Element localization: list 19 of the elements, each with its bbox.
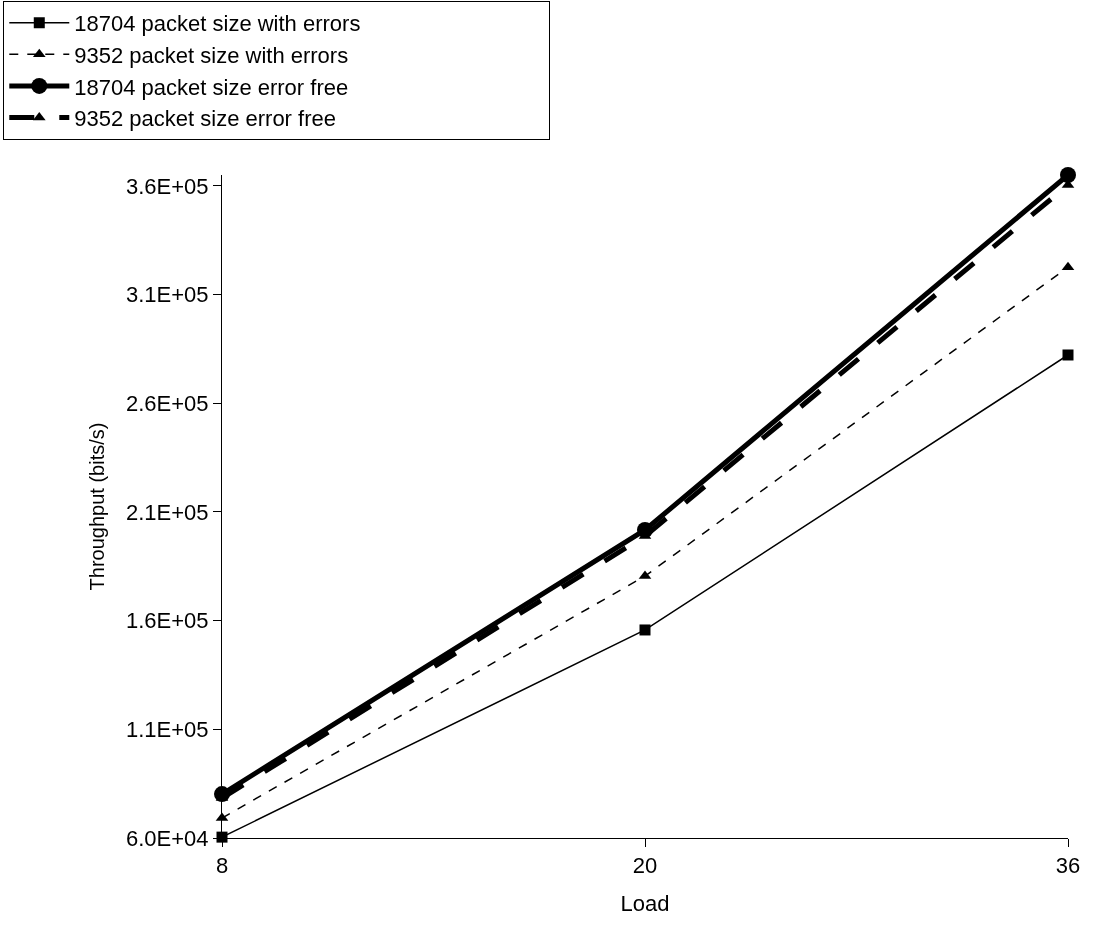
legend-label: 9352 packet size error free [74, 106, 336, 132]
y-tick-label: 3.1E+05 [126, 282, 209, 308]
legend-label: 18704 packet size error free [74, 74, 349, 100]
x-tick-label: 20 [632, 853, 658, 879]
x-axis-title: Load [620, 891, 670, 917]
point [1060, 167, 1076, 183]
x-tick-label: 36 [1055, 853, 1081, 879]
x-tick-label: 8 [215, 853, 229, 879]
y-tick-label: 6.0E+04 [126, 825, 209, 851]
y-axis-title: Throughput (bits/s) [85, 422, 108, 591]
point [1062, 349, 1074, 361]
legend-label: 18704 packet size with errors [74, 11, 361, 37]
legend-label: 9352 packet size with errors [74, 42, 349, 68]
y-tick-label: 2.1E+05 [126, 499, 209, 525]
y-tick-label: 1.6E+05 [126, 608, 209, 634]
y-tick-label: 3.6E+05 [126, 173, 209, 199]
y-tick-label: 1.1E+05 [126, 717, 209, 743]
y-tick-label: 2.6E+05 [126, 390, 209, 416]
point [639, 624, 651, 636]
